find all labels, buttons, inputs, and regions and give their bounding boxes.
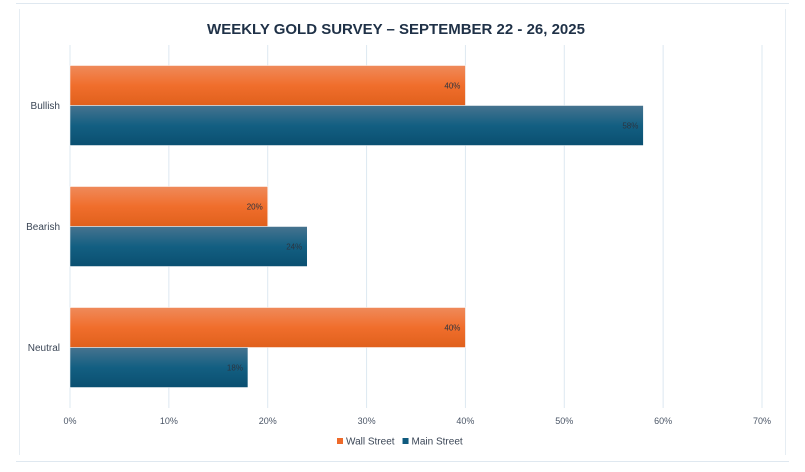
top-divider [16, 3, 789, 4]
legend-swatch-0 [337, 438, 343, 444]
card-left-border [19, 9, 20, 455]
x-tick-label: 50% [555, 416, 573, 426]
bar-main-street [69, 347, 249, 388]
x-tick-label: 40% [456, 416, 474, 426]
data-label: 40% [444, 324, 460, 333]
card-right-border [785, 9, 786, 455]
bar-main-street [69, 226, 308, 267]
data-label: 40% [444, 82, 460, 91]
legend-label: Wall Street [346, 437, 395, 448]
data-label: 24% [286, 243, 302, 252]
x-tick-label: 0% [63, 416, 76, 426]
x-tick-label: 20% [259, 416, 277, 426]
x-tick-label: 70% [753, 416, 771, 426]
bottom-divider [16, 461, 789, 462]
legend-label: Main Street [412, 437, 463, 448]
bar-wall-street [69, 186, 268, 227]
x-tick-label: 60% [654, 416, 672, 426]
chart-title: WEEKLY GOLD SURVEY – SEPTEMBER 22 - 26, … [207, 21, 585, 38]
data-label: 58% [622, 122, 638, 131]
legend-swatch-1 [402, 438, 409, 444]
bar-main-street [69, 105, 644, 146]
x-tick-label: 10% [160, 416, 178, 426]
data-label: 20% [247, 203, 263, 212]
bar-wall-street [69, 65, 466, 106]
data-label: 18% [227, 364, 243, 373]
bar-wall-street [69, 307, 466, 348]
x-tick-label: 30% [358, 416, 376, 426]
category-label: Bullish [31, 101, 60, 112]
category-label: Neutral [28, 343, 60, 354]
category-label: Bearish [26, 222, 60, 233]
